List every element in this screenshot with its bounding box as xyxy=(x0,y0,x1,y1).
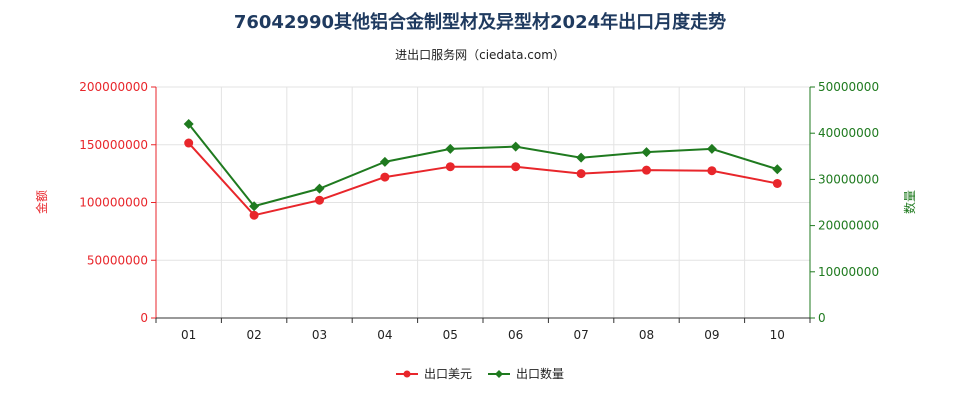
data-point[interactable] xyxy=(184,138,194,148)
legend-marker xyxy=(495,370,503,378)
right-axis-ticks: 0 10000000 20000000 30000000 40000000 5000000… xyxy=(810,80,879,325)
data-point[interactable] xyxy=(642,165,651,175)
left-tick-label: 0 xyxy=(140,311,148,325)
data-point[interactable] xyxy=(445,143,456,154)
legend-item[interactable]: 出口美元 xyxy=(396,367,472,381)
data-point[interactable] xyxy=(511,162,521,172)
x-tick-label: 07 xyxy=(573,328,588,342)
data-point[interactable] xyxy=(249,210,259,220)
x-tick-label: 03 xyxy=(312,328,327,342)
x-tick-label: 01 xyxy=(181,328,196,342)
left-tick-label: 100000000 xyxy=(79,196,148,210)
right-tick-label: 0 xyxy=(818,311,826,325)
right-tick-label: 30000000 xyxy=(818,172,879,186)
data-point[interactable] xyxy=(445,162,455,172)
series-line xyxy=(187,123,778,208)
x-tick-label: 06 xyxy=(508,328,523,342)
chart-subtitle: 进出口服务网（ciedata.com） xyxy=(395,48,565,62)
series-line xyxy=(187,142,778,217)
left-axis-ticks: 0 50000000 100000000 150000000 200000000 xyxy=(79,80,156,325)
legend: 出口美元 出口数量 xyxy=(396,366,564,381)
data-point[interactable] xyxy=(249,201,260,212)
right-tick-label: 50000000 xyxy=(818,80,879,94)
left-tick-label: 50000000 xyxy=(87,253,148,267)
left-tick-label: 150000000 xyxy=(79,138,148,152)
legend-marker xyxy=(403,370,411,378)
data-point[interactable] xyxy=(772,178,782,188)
left-axis-label: 金额 xyxy=(34,190,49,214)
data-point[interactable] xyxy=(707,166,717,176)
data-point[interactable] xyxy=(772,164,783,175)
data-point[interactable] xyxy=(510,141,521,152)
data-point[interactable] xyxy=(706,143,717,154)
x-tick-label: 09 xyxy=(704,328,719,342)
legend-label: 出口美元 xyxy=(424,367,472,381)
x-tick-label: 04 xyxy=(377,328,392,342)
x-tick-label: 05 xyxy=(443,328,458,342)
series-1 xyxy=(184,138,782,220)
right-tick-label: 40000000 xyxy=(818,126,879,140)
data-point[interactable] xyxy=(380,172,390,182)
left-tick-label: 200000000 xyxy=(79,80,148,94)
data-point[interactable] xyxy=(641,147,652,158)
right-axis-label: 数量 xyxy=(902,190,917,214)
data-point[interactable] xyxy=(183,118,194,129)
data-point[interactable] xyxy=(315,195,324,205)
legend-item[interactable]: 出口数量 xyxy=(488,366,564,381)
x-tick-label: 10 xyxy=(770,328,785,342)
x-tick-label: 08 xyxy=(639,328,654,342)
series-2 xyxy=(183,118,783,212)
data-point[interactable] xyxy=(314,183,325,194)
data-point[interactable] xyxy=(576,152,587,163)
x-tick-label: 02 xyxy=(246,328,261,342)
x-axis-ticks: 01 02 03 04 05 06 07 08 09 10 xyxy=(155,318,811,342)
data-point[interactable] xyxy=(576,169,586,179)
data-point[interactable] xyxy=(379,156,390,167)
chart-title: 76042990其他铝合金制型材及异型材2024年出口月度走势 xyxy=(233,12,727,33)
legend-label: 出口数量 xyxy=(516,366,564,381)
right-tick-label: 10000000 xyxy=(818,265,879,279)
right-tick-label: 20000000 xyxy=(818,219,879,233)
series-group xyxy=(183,118,783,220)
